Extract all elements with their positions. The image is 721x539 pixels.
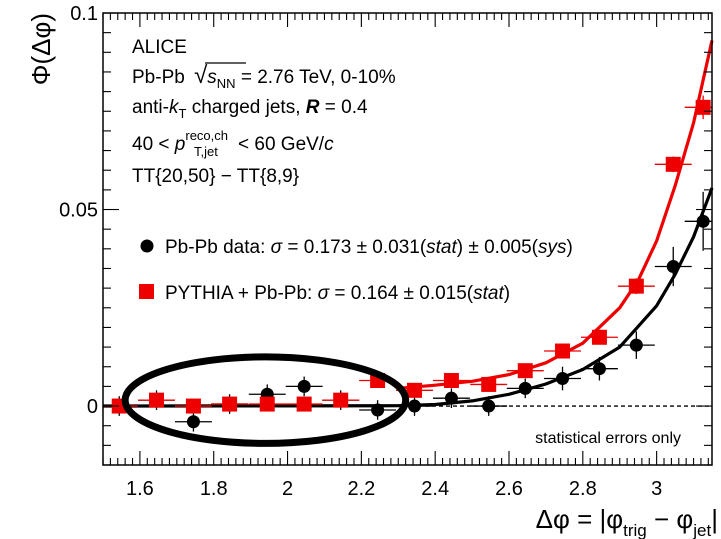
data-point xyxy=(629,338,643,352)
marks-layer xyxy=(102,40,714,447)
legend-marker-pbpb xyxy=(140,239,154,253)
data-point xyxy=(518,381,532,395)
annotation-system-energy: Pb-Pb √sNN = 2.76 TeV, 0-10% xyxy=(132,62,396,91)
x-tick-label: 1.8 xyxy=(200,478,228,500)
legend-marker-pythia xyxy=(139,284,154,299)
y-tick-label: 0.05 xyxy=(59,200,98,222)
data-point xyxy=(696,214,710,228)
y-tick-label: 0 xyxy=(87,396,98,418)
data-point xyxy=(517,363,533,379)
fit-curve-1 xyxy=(398,40,714,390)
data-point xyxy=(443,372,459,388)
annotation-tt-selection: TT{20,50} − TT{8,9} xyxy=(132,166,299,187)
stat-note: statistical errors only xyxy=(535,430,681,447)
data-point xyxy=(591,329,607,345)
annotation-experiment: ALICE xyxy=(132,37,187,58)
x-tick-label: 1.6 xyxy=(126,478,154,500)
data-point xyxy=(695,99,711,115)
y-axis-label: Φ(Δφ) xyxy=(26,13,56,85)
data-point xyxy=(149,392,165,408)
x-tick-label: 2.8 xyxy=(569,478,597,500)
frame-layer: 1.6 1.8 2 2.2 2.4 2.6 2.8 3 0 0.05 0.1 xyxy=(59,3,713,500)
data-point xyxy=(628,278,644,294)
annotation-pt-range: 40 < preco,ch xyxy=(132,128,228,155)
x-tick-label: 2.6 xyxy=(495,478,523,500)
legend: Pb-Pb data: σ = 0.173 ± 0.031(stat) ± 0.… xyxy=(139,237,573,304)
data-point xyxy=(186,415,200,429)
annotation-pt-range-sub: T,jet xyxy=(194,144,218,159)
data-point xyxy=(555,343,571,359)
data-point xyxy=(185,398,201,414)
data-point xyxy=(333,392,349,408)
annotation-pt-range-end: < 60 GeV/c xyxy=(238,134,334,155)
data-point xyxy=(297,379,311,393)
data-point xyxy=(556,372,570,386)
data-point xyxy=(444,391,458,405)
x-tick-label: 2.4 xyxy=(421,478,449,500)
legend-label-pbpb: Pb-Pb data: σ = 0.173 ± 0.031(stat) ± 0.… xyxy=(165,237,573,258)
plot-frame xyxy=(102,12,713,466)
data-point xyxy=(665,156,681,172)
highlight-ellipse xyxy=(121,353,410,447)
data-point xyxy=(222,396,238,412)
data-point xyxy=(408,399,422,413)
legend-label-pythia: PYTHIA + Pb-Pb: σ = 0.164 ± 0.015(stat) xyxy=(165,283,510,304)
x-axis-label: Δφ = |φtrig − φjet| xyxy=(536,504,718,539)
data-point xyxy=(371,403,385,417)
x-tick-label: 2 xyxy=(282,478,293,500)
data-point xyxy=(259,396,275,412)
data-point xyxy=(296,396,312,412)
x-tick-label: 3 xyxy=(651,478,662,500)
y-tick-label: 0.1 xyxy=(70,3,98,25)
annotation-block: ALICE Pb-Pb √sNN = 2.76 TeV, 0-10% anti-… xyxy=(132,37,396,187)
data-point xyxy=(481,376,497,392)
data-point xyxy=(592,362,606,376)
data-point xyxy=(666,260,680,274)
x-tick-label: 2.2 xyxy=(347,478,375,500)
data-point xyxy=(482,399,496,413)
data-point xyxy=(407,382,423,398)
annotation-jet-algorithm: anti-kT charged jets, R = 0.4 xyxy=(132,97,368,121)
